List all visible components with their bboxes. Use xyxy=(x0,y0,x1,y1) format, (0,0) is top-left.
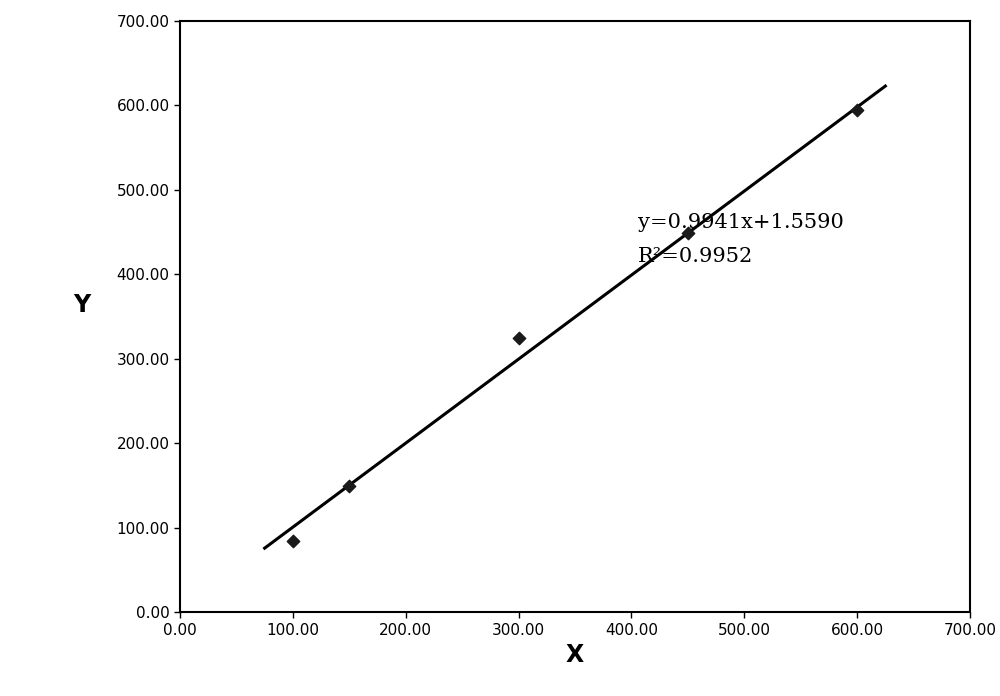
Point xyxy=(680,228,696,239)
Point xyxy=(511,332,527,343)
Text: y=0.9941x+1.5590
R²=0.9952: y=0.9941x+1.5590 R²=0.9952 xyxy=(638,213,844,267)
Point xyxy=(849,105,865,116)
Y-axis label: Y: Y xyxy=(73,293,90,317)
X-axis label: X: X xyxy=(566,644,584,667)
Point xyxy=(341,480,357,491)
Point xyxy=(285,535,301,546)
